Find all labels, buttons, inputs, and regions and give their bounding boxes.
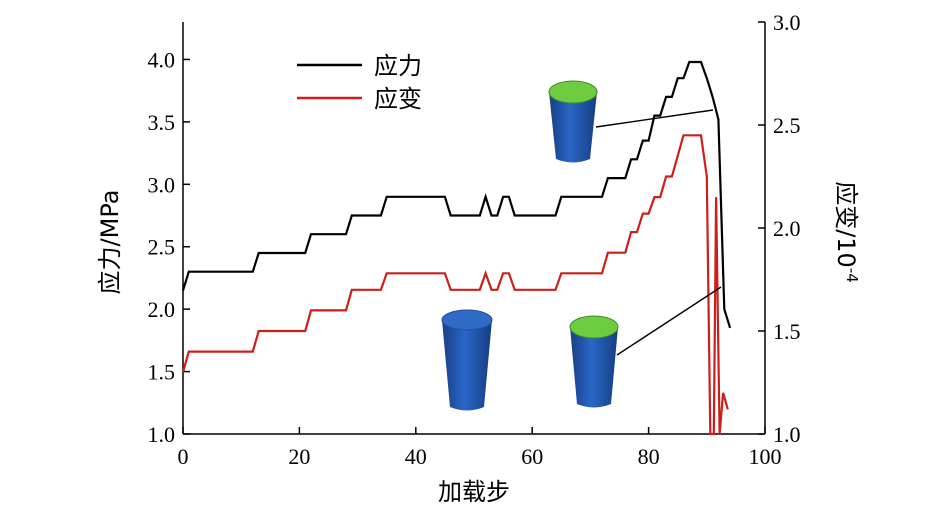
series-line-strain	[181, 134, 729, 436]
x-ticks: 0 20 40 60 80 100	[178, 427, 782, 469]
legend-label-stress: 应力	[374, 52, 422, 80]
specimen-peak	[548, 80, 598, 163]
y-left-tick-label-0: 1.0	[148, 422, 176, 447]
specimen-peak-top	[548, 80, 598, 104]
specimen-intact	[441, 309, 493, 411]
specimen-intact-top	[441, 309, 493, 331]
specimen-failure-top	[569, 315, 619, 339]
x-tick-label-2: 40	[405, 444, 427, 469]
y-right-tick-label-0: 1.0	[773, 422, 801, 447]
y-right-tick-label-1: 1.5	[773, 319, 801, 344]
y-right-tick-label-3: 2.5	[773, 113, 801, 138]
y-left-tick-label-4: 3.0	[148, 172, 176, 197]
series-group	[181, 60, 732, 436]
legend-label-strain: 应变	[374, 85, 422, 113]
y-right-tick-label-2: 2.0	[773, 216, 801, 241]
series-line-stress	[181, 60, 732, 329]
y-left-tick-label-3: 2.5	[148, 235, 176, 260]
y-left-tick-label-1: 1.5	[148, 360, 176, 385]
leader-line-peak	[595, 109, 714, 128]
y-left-ticks: 1.0 1.5 2.0 2.5 3.0 3.5 4.0	[148, 47, 190, 447]
x-tick-label-3: 60	[521, 444, 543, 469]
y-left-tick-label-6: 4.0	[148, 47, 176, 72]
legend: 应力 应变	[297, 52, 422, 113]
x-tick-label-0: 0	[178, 444, 189, 469]
x-axis-title: 加载步	[438, 478, 510, 506]
leader-line-failure	[616, 286, 722, 356]
y-right-axis-title-base: 应变/10	[832, 181, 860, 268]
x-tick-label-5: 100	[749, 444, 782, 469]
y-right-tick-label-4: 3.0	[773, 10, 801, 35]
y-right-ticks: 1.0 1.5 2.0 2.5 3.0	[758, 10, 801, 447]
y-right-axis-title: 应变/10-4	[832, 181, 861, 283]
y-left-axis-title: 应力/MPa	[96, 190, 124, 295]
x-tick-label-1: 20	[288, 444, 310, 469]
y-left-tick-label-5: 3.5	[148, 110, 176, 135]
y-right-axis-title-exponent: -4	[843, 268, 861, 283]
x-tick-label-4: 80	[638, 444, 660, 469]
y-left-tick-label-2: 2.0	[148, 297, 176, 322]
specimen-failure	[569, 315, 619, 408]
